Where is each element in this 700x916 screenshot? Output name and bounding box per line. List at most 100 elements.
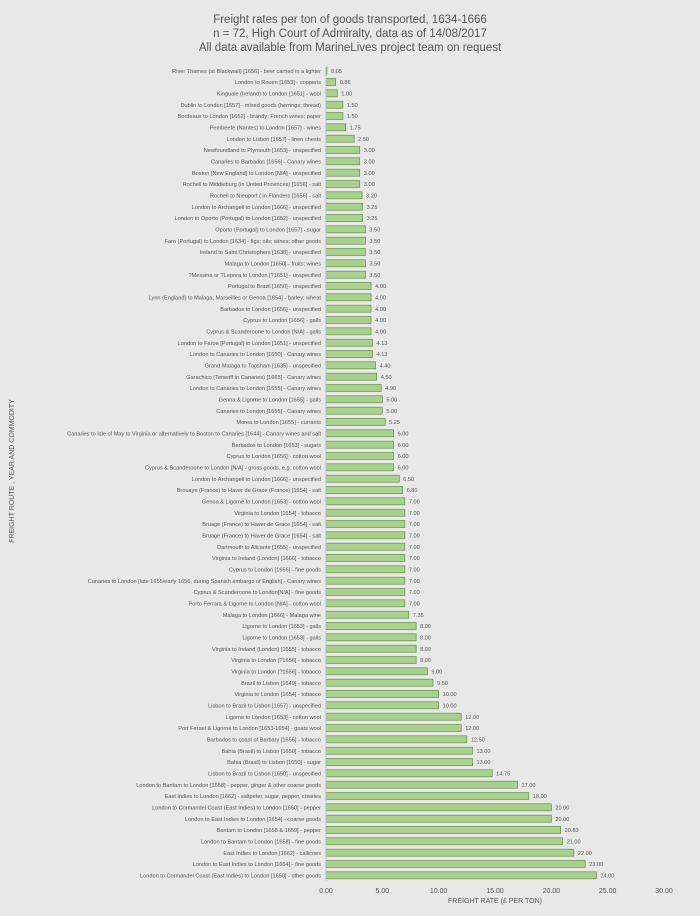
y-axis-label: FREIGHT ROUTE , YEAR AND COMMODITY [9,399,16,543]
category-label: Canaries to London [late 1655/early 1656… [88,579,321,585]
category-label: Kinguale (Ireland) to London [1651] - wo… [217,92,321,98]
x-tick-label: 20.00 [543,888,561,895]
value-label: 6.80 [407,488,418,494]
value-label: 24.00 [600,874,614,880]
category-label: Cyprus to London [1656] - galls [243,318,321,324]
bar [325,146,361,154]
value-label: 8.00 [420,636,431,642]
value-label: 9.00 [431,670,442,676]
value-label: 20.00 [555,817,569,823]
bar [325,837,563,846]
category-label: Ligorne to London [1653] - galls [242,624,321,630]
value-label: 7.00 [409,500,420,506]
x-axis: 0.00 5.00 10.00 15.00 20.00 25.00 30.00 [319,888,673,895]
value-label: 1.75 [350,126,361,132]
value-label: 6.00 [398,466,409,472]
value-label: 12.00 [465,715,479,721]
bar [325,202,363,211]
category-label: London to Oporto (Portugal) to London [1… [175,216,321,222]
bar [325,463,394,472]
value-label: 2.50 [358,137,369,143]
category-label: Rochell to Nieuport ( in Flanders [1656]… [210,194,321,200]
category-label: Lynn (England) to Malaga, Marseilles or … [149,296,322,302]
bar [325,361,376,370]
value-label: 1.50 [347,114,358,120]
bar [325,622,417,630]
category-label: Canaries to London [1655] - Canary wines [216,409,321,415]
bar [325,656,417,664]
value-label: 3.20 [366,194,377,200]
value-label: 5.00 [386,409,397,415]
value-label: 0.86 [340,80,351,86]
category-label: Genoa & Ligorne to London [1655] - galls [219,398,322,404]
value-label: 12.50 [471,738,485,744]
category-label: Cyprus & Scanderoone to London [N/A] - g… [145,466,321,472]
x-tick-label: 15.00 [486,888,504,895]
category-label: London to Cormandel Coast (East Indies) … [140,874,321,880]
category-label: London to Canaries to London [1650] - Ca… [190,352,321,358]
value-label: 8.00 [420,647,431,653]
category-label: Lisbon to Brazil to Lisbon [1657] - unsp… [208,704,321,710]
category-label: Malaga to London [1650] - fruits; wines [225,262,322,268]
bar [325,531,406,540]
value-label: 4.13 [377,341,388,347]
category-label: Virginia to Ireland (London) [1655] - to… [212,647,321,653]
category-label: Virginia to London [?1656] - tobacco [231,670,321,676]
bar [325,690,439,698]
bar [325,599,406,608]
bar [325,112,344,120]
bar [325,440,394,449]
category-label: Bahia (Brasil) to Lisbon [1650] - sugar [227,760,321,766]
bar [325,474,400,483]
bar [325,803,552,812]
bar [325,372,378,381]
value-label: 13.00 [476,760,490,766]
value-label: 7.00 [409,579,420,585]
bar [325,610,410,619]
bar [325,406,383,415]
bar [325,848,575,857]
value-label: 3.00 [364,182,375,188]
category-label: London to Rouen [1653] - copperis [235,80,321,86]
category-label: Canaries to Isle of May to Virginia or a… [67,432,321,438]
bar [325,259,366,268]
category-label: London to Lisbon [1657] - linen chests [226,137,321,143]
category-label: Virginia to Ireland (London) [1666] - to… [212,556,321,562]
value-label: 7.00 [409,602,420,608]
category-label: Faro (Portugal) to London [1634] - figs;… [165,239,322,245]
bar [325,293,372,302]
chart-title: Freight rates per ton of goods transport… [213,14,487,26]
bar [325,860,586,868]
bar [325,644,417,653]
category-label: Ligorne to London [1653] - galls [242,636,321,642]
category-label: East Indies to London [1662] - saltpeter… [165,794,322,800]
category-label: Dublin to London [1657] - mixed goods (h… [180,103,321,109]
category-label: Portugal to Brazil [1650] - unspecified [228,284,321,290]
value-label: 6.00 [398,454,409,460]
value-label: 3.50 [369,228,380,234]
category-label: Malaga to London [1666] - Malaga wine [223,613,321,619]
bar [325,123,347,132]
bar [325,89,338,98]
category-label: River Thames (at Blackwall) [1656] - bee… [172,69,321,75]
bar [325,316,372,324]
category-label: Genoa & Ligorne to London [1653] - cotto… [202,500,321,506]
value-label: 4.13 [377,352,388,358]
category-label: Cyprus to London [1656] - cotton wool [226,454,321,460]
bar [325,792,530,800]
value-label: 21.00 [567,840,581,846]
bar [325,520,406,528]
bar [325,338,373,347]
value-label: 18.00 [533,794,547,800]
value-label: 23.00 [589,862,603,868]
value-label: 6.00 [398,432,409,438]
category-label: Canaries to Barbados [1656] - Canary win… [211,160,321,166]
category-label: ?Messina or ?Lepora to London [?1651] - … [189,273,321,279]
value-label: 3.00 [364,171,375,177]
category-label: Garachico (Teneriff in Canaries) [1665] … [186,375,321,381]
category-label: Lisbon to Brazil to Lisbon [1650] - unsp… [208,772,321,778]
bar [325,248,366,256]
category-label: Brazil to Lisbon [1649] - tobacco [241,681,321,687]
value-label: 10.00 [443,692,457,698]
bar [325,100,344,109]
